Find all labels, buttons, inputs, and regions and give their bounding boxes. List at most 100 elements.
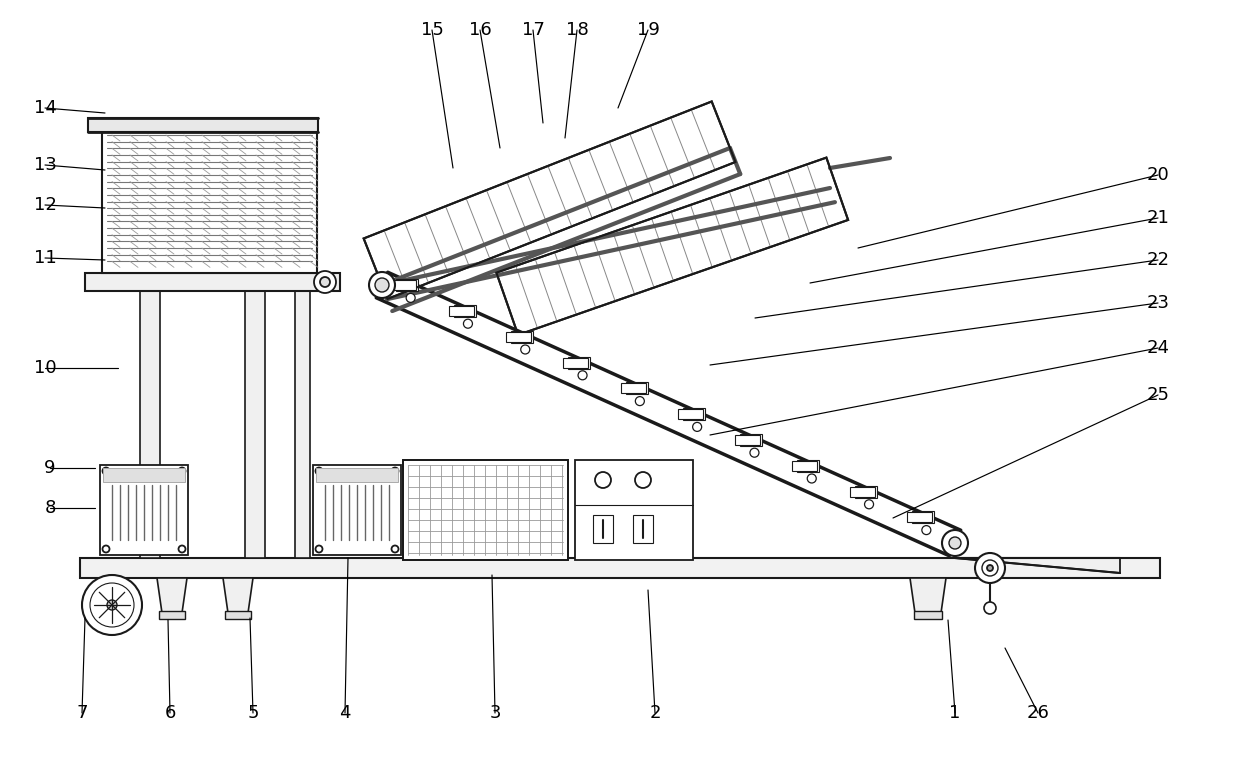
Text: 13: 13 — [33, 156, 57, 174]
Bar — [511, 330, 533, 343]
Circle shape — [392, 468, 398, 475]
Bar — [506, 332, 531, 342]
Circle shape — [370, 272, 396, 298]
Bar — [312, 465, 401, 555]
Circle shape — [107, 600, 117, 610]
Bar — [224, 611, 250, 619]
Bar — [454, 305, 476, 317]
Circle shape — [578, 371, 587, 380]
Bar — [568, 356, 590, 369]
Text: 26: 26 — [1027, 704, 1049, 722]
Polygon shape — [496, 158, 848, 335]
Bar — [88, 118, 317, 132]
Text: 2: 2 — [650, 704, 661, 722]
Bar — [849, 487, 874, 497]
Text: 23: 23 — [1147, 294, 1169, 312]
Text: 14: 14 — [33, 99, 57, 117]
Polygon shape — [223, 578, 253, 613]
Circle shape — [521, 345, 529, 354]
Bar — [403, 460, 568, 560]
Bar — [914, 611, 942, 619]
Bar — [392, 280, 417, 290]
Circle shape — [82, 575, 143, 635]
Circle shape — [392, 546, 398, 552]
Circle shape — [635, 397, 645, 406]
Circle shape — [595, 472, 611, 488]
Polygon shape — [157, 578, 187, 613]
Text: 22: 22 — [1147, 251, 1169, 269]
Circle shape — [371, 274, 393, 296]
Circle shape — [179, 468, 186, 475]
Bar — [593, 515, 613, 543]
Text: 21: 21 — [1147, 209, 1169, 227]
Bar — [140, 285, 160, 558]
Bar — [575, 460, 693, 560]
Text: 19: 19 — [636, 21, 660, 39]
Bar — [913, 511, 934, 523]
Bar — [86, 273, 340, 291]
Text: 25: 25 — [1147, 386, 1169, 404]
Bar — [102, 130, 317, 273]
Bar — [103, 468, 185, 482]
Bar — [797, 460, 820, 472]
Circle shape — [949, 537, 961, 549]
Text: 8: 8 — [45, 499, 56, 517]
Text: 11: 11 — [33, 249, 56, 267]
Bar — [397, 279, 418, 291]
Circle shape — [864, 500, 873, 509]
Text: 9: 9 — [45, 459, 56, 477]
Bar — [626, 382, 647, 394]
Circle shape — [807, 474, 816, 483]
Circle shape — [320, 277, 330, 287]
Bar — [159, 611, 185, 619]
Circle shape — [750, 448, 759, 457]
Bar — [620, 383, 646, 394]
Bar — [908, 512, 932, 523]
Bar — [246, 285, 265, 558]
Circle shape — [315, 546, 322, 552]
Circle shape — [374, 278, 389, 292]
Bar — [403, 460, 568, 560]
Bar — [449, 306, 474, 316]
Bar — [632, 515, 653, 543]
Circle shape — [179, 546, 186, 552]
Bar — [316, 468, 398, 482]
Text: 18: 18 — [565, 21, 588, 39]
Circle shape — [464, 319, 472, 328]
Bar — [81, 558, 1159, 578]
Text: 24: 24 — [1147, 339, 1169, 357]
Bar — [100, 465, 188, 555]
Bar — [740, 434, 763, 446]
Circle shape — [91, 583, 134, 627]
Text: 16: 16 — [469, 21, 491, 39]
Polygon shape — [910, 578, 946, 613]
Bar — [683, 408, 704, 420]
Circle shape — [635, 472, 651, 488]
Circle shape — [982, 560, 998, 576]
Text: 20: 20 — [1147, 166, 1169, 184]
Circle shape — [407, 294, 415, 302]
Text: 4: 4 — [340, 704, 351, 722]
Circle shape — [942, 530, 968, 556]
Bar — [678, 409, 703, 419]
Bar — [563, 358, 588, 368]
Text: 12: 12 — [33, 196, 57, 214]
Bar — [735, 435, 760, 445]
Text: 7: 7 — [76, 704, 88, 722]
Text: 15: 15 — [420, 21, 444, 39]
Circle shape — [103, 546, 109, 552]
Polygon shape — [363, 101, 735, 299]
Text: 10: 10 — [33, 359, 56, 377]
Circle shape — [987, 565, 993, 571]
Bar — [792, 461, 817, 471]
Circle shape — [944, 532, 966, 554]
Bar — [854, 485, 877, 497]
Circle shape — [315, 468, 322, 475]
Circle shape — [921, 526, 931, 535]
Text: 5: 5 — [247, 704, 259, 722]
Text: 1: 1 — [950, 704, 961, 722]
Circle shape — [693, 423, 702, 431]
Text: 17: 17 — [522, 21, 544, 39]
Text: 3: 3 — [490, 704, 501, 722]
Text: 6: 6 — [165, 704, 176, 722]
